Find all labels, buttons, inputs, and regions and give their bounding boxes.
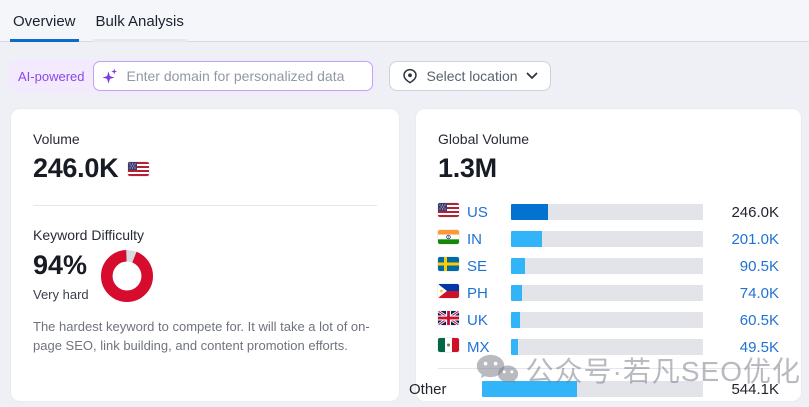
country-volume-row: SE 90.5K: [438, 253, 779, 280]
gb-flag-icon: [438, 310, 459, 325]
volume-bar-track: [511, 339, 703, 356]
country-volume-row: US 246.0K: [438, 199, 779, 226]
volume-bar-fill: [482, 381, 578, 398]
country-volume-row: PH 74.0K: [438, 280, 779, 307]
country-code-link[interactable]: MX: [467, 338, 490, 356]
domain-input[interactable]: [93, 61, 374, 91]
volume-bar-track: [511, 312, 703, 329]
volume-label: Volume: [33, 131, 80, 147]
ai-powered-pill: AI-powered: [8, 59, 376, 93]
other-label: Other: [409, 380, 447, 398]
cards-row: Volume 246.0K Keyword Difficulty 94% Ver…: [0, 108, 809, 402]
us-flag-icon: [438, 202, 459, 217]
country-volume-row: MX 49.5K: [438, 334, 779, 361]
volume-value-text: 90.5K: [739, 257, 779, 275]
ai-powered-badge: AI-powered: [18, 68, 85, 84]
kd-donut-gauge: [100, 249, 153, 302]
tab-overview[interactable]: Overview: [10, 3, 79, 42]
volume-value-text: 246.0K: [731, 203, 779, 221]
volume-bar-track: [511, 258, 703, 275]
volume-bar-fill: [511, 339, 519, 356]
mx-flag-icon: [438, 337, 459, 352]
other-row-divider: [438, 367, 779, 369]
country-volume-row: Other 544.1K: [409, 376, 779, 403]
global-volume-value: 1.3M: [438, 153, 497, 183]
country-code-link[interactable]: SE: [467, 257, 488, 275]
country-volume-row: IN 201.0K: [438, 226, 779, 253]
global-volume-card: Global Volume 1.3M US 246.0K IN 201.0K SE 90.…: [409, 108, 802, 403]
volume-bar-fill: [511, 285, 523, 302]
volume-value-text: 201.0K: [731, 230, 779, 248]
select-location-label: Select location: [426, 68, 518, 84]
tab-bar: Overview Bulk Analysis: [0, 0, 809, 42]
select-location-button[interactable]: Select location: [389, 61, 551, 91]
volume-bar-fill: [511, 204, 549, 221]
toolbar: AI-powered Select location: [8, 59, 799, 93]
country-volume-list: US 246.0K IN 201.0K SE 90.5K PH 74.0K UK 60.5K MX 4…: [409, 199, 779, 403]
volume-bar-fill: [511, 258, 525, 275]
global-volume-label: Global Volume: [438, 131, 530, 147]
kd-level-text: Very hard: [33, 286, 89, 302]
country-code-link[interactable]: US: [467, 203, 488, 221]
chevron-down-icon: [526, 72, 537, 79]
volume-value-text: 60.5K: [739, 311, 779, 329]
location-pin-icon: [403, 68, 418, 84]
tab-bulk-analysis[interactable]: Bulk Analysis: [92, 3, 187, 42]
us-flag-icon: [128, 161, 150, 176]
volume-value-text: 544.1K: [731, 380, 779, 398]
country-volume-row: UK 60.5K: [438, 307, 779, 334]
volume-bar-fill: [511, 312, 521, 329]
volume-bar-track: [511, 204, 703, 221]
volume-bar-track: [511, 231, 703, 248]
keyword-difficulty-label: Keyword Difficulty: [33, 226, 145, 243]
volume-value-text: 49.5K: [739, 338, 779, 356]
se-flag-icon: [438, 256, 459, 271]
volume-bar-fill: [511, 231, 542, 248]
volume-value-text: 74.0K: [739, 284, 779, 302]
kd-percent-value: 94%: [33, 249, 88, 280]
country-code-link[interactable]: UK: [467, 311, 488, 329]
ph-flag-icon: [438, 283, 459, 298]
volume-bar-track: [482, 381, 703, 398]
volume-value: 246.0K: [33, 153, 119, 183]
in-flag-icon: [438, 229, 459, 244]
country-code-link[interactable]: IN: [467, 230, 482, 248]
card-divider: [33, 204, 377, 206]
country-code-link[interactable]: PH: [467, 284, 488, 302]
volume-card: Volume 246.0K Keyword Difficulty 94% Ver…: [10, 108, 400, 402]
kd-description: The hardest keyword to compete for. It w…: [33, 318, 370, 354]
volume-bar-track: [511, 285, 703, 302]
